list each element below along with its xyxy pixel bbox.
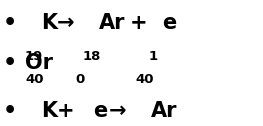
Text: 19: 19 [25, 50, 43, 63]
Text: 18: 18 [83, 50, 101, 63]
Text: e: e [93, 101, 108, 121]
Text: Ar: Ar [151, 101, 178, 121]
Text: +: + [57, 101, 74, 121]
Text: e: e [162, 13, 176, 33]
Text: 40: 40 [135, 73, 154, 86]
Text: 1: 1 [149, 50, 158, 63]
Text: Ar: Ar [99, 13, 125, 33]
Text: K: K [41, 101, 57, 121]
Text: 0: 0 [75, 73, 84, 86]
Text: +: + [130, 13, 148, 33]
Text: 40: 40 [25, 73, 43, 86]
Text: K: K [41, 13, 57, 33]
Text: →: → [109, 101, 127, 121]
Text: •: • [3, 53, 17, 73]
Text: Or: Or [25, 53, 53, 73]
Text: •: • [3, 101, 17, 121]
Text: •: • [3, 13, 17, 33]
Text: →: → [57, 13, 74, 33]
